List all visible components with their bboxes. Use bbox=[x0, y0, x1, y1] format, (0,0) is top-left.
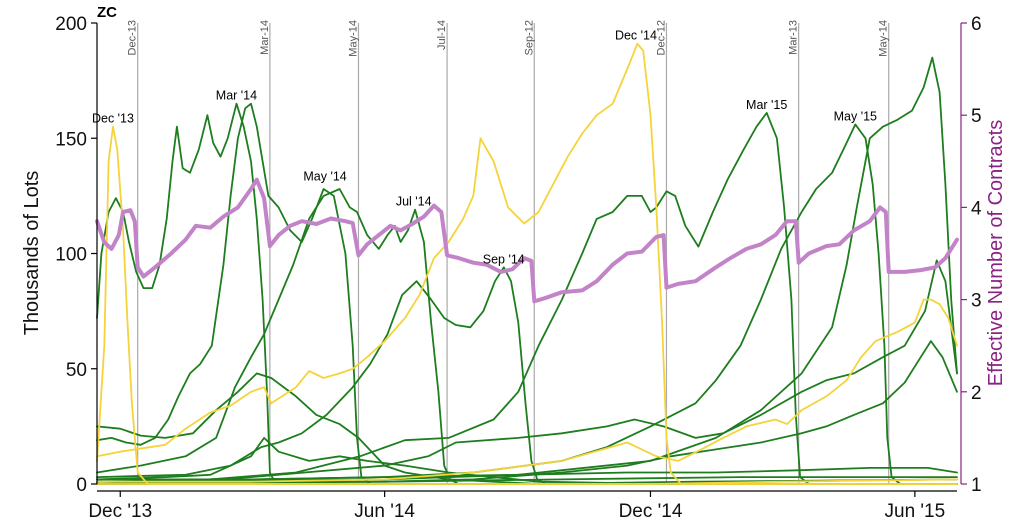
expiry-label: May-14 bbox=[347, 20, 359, 57]
december-contract-line bbox=[96, 478, 958, 485]
contract-line bbox=[96, 266, 958, 485]
y2-axis-title: Effective Number of Contracts bbox=[985, 120, 1007, 386]
effective-contracts-line bbox=[95, 177, 959, 304]
y2-tick-label: 6 bbox=[971, 14, 982, 35]
contract-line bbox=[96, 188, 958, 485]
contract-line bbox=[96, 102, 958, 485]
y-tick-label: 150 bbox=[55, 129, 87, 150]
x-tick-label: Jun '14 bbox=[354, 501, 415, 522]
contract-annotation: Dec '14 bbox=[615, 29, 657, 43]
y2-tick-label: 1 bbox=[971, 475, 982, 496]
y-tick-label: 100 bbox=[55, 245, 87, 266]
y-tick-label: 50 bbox=[66, 360, 87, 381]
y-axis-title: Thousands of Lots bbox=[21, 171, 43, 336]
contract-annotation: May '15 bbox=[834, 109, 877, 123]
axes: 0 50 100 150 200 1 2 3 4 5 6 Dec '13 Jun '14 Dec '14 J… bbox=[55, 14, 982, 522]
y2-tick-label: 3 bbox=[971, 291, 982, 312]
y2-tick-label: 2 bbox=[971, 383, 982, 404]
expiry-label: Sep-12 bbox=[523, 20, 535, 55]
contract-line bbox=[96, 259, 958, 485]
expiry-label: Dec-13 bbox=[127, 20, 139, 55]
series-layer bbox=[95, 42, 959, 485]
expiry-label: Mar-13 bbox=[788, 20, 800, 55]
x-tick-label: Dec '14 bbox=[619, 501, 683, 522]
y-tick-label: 200 bbox=[55, 14, 87, 35]
contract-annotation: Dec '13 bbox=[92, 112, 134, 126]
expiry-label: Dec-12 bbox=[655, 20, 667, 55]
contract-line bbox=[96, 102, 958, 485]
contract-line bbox=[96, 112, 958, 485]
x-tick-label: Jun '15 bbox=[885, 501, 946, 522]
chart-title: ZC bbox=[97, 4, 117, 21]
expiry-label: Jul-14 bbox=[436, 20, 448, 50]
contract-annotation: Mar '14 bbox=[216, 89, 257, 103]
december-contract-line bbox=[96, 298, 958, 483]
annotations: Dec '13 Mar '14 May '14 Jul '14 Sep '14 Dec '… bbox=[92, 29, 877, 267]
y2-tick-label: 4 bbox=[971, 198, 982, 219]
expiry-label: Mar-14 bbox=[259, 20, 271, 55]
x-tick-label: Dec '13 bbox=[88, 501, 152, 522]
expiry-label: May-14 bbox=[878, 20, 890, 57]
december-contract-line bbox=[96, 125, 958, 485]
y-tick-label: 0 bbox=[76, 475, 87, 496]
contract-annotation: Sep '14 bbox=[483, 252, 525, 266]
contract-annotation: Mar '15 bbox=[746, 98, 787, 112]
contract-line bbox=[96, 123, 958, 485]
contract-annotation: May '14 bbox=[303, 169, 346, 183]
contract-annotation: Jul '14 bbox=[396, 195, 432, 209]
december-contract-line bbox=[96, 42, 958, 485]
y2-tick-label: 5 bbox=[971, 106, 982, 127]
